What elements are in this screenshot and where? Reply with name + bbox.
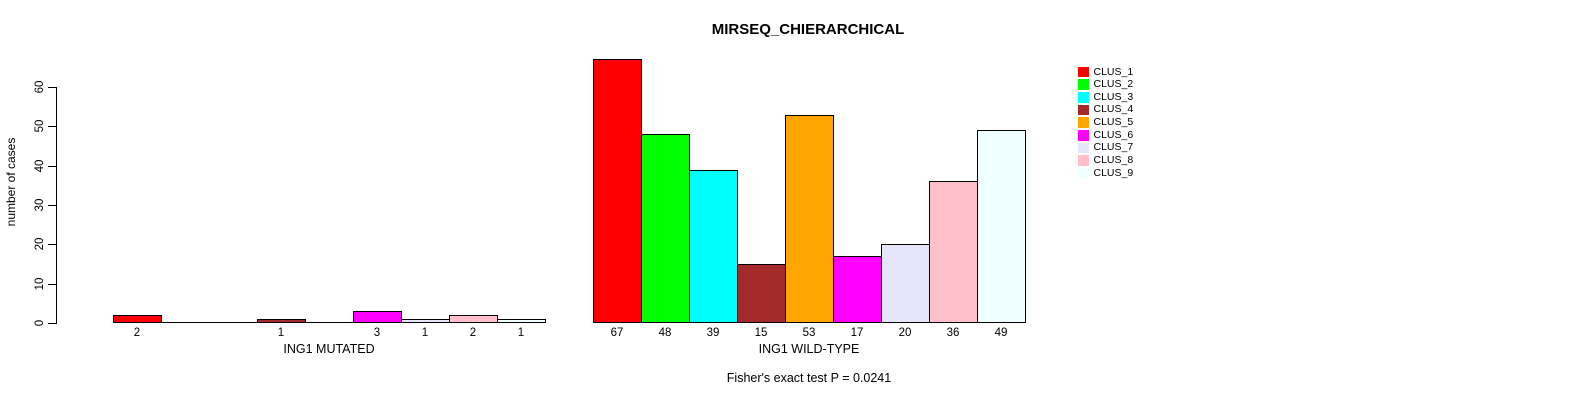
bar-value-label: 1 (277, 327, 285, 339)
bar (881, 244, 930, 323)
y-tick (48, 87, 56, 88)
legend-label: CLUS_7 (1093, 141, 1134, 154)
legend-label: CLUS_3 (1093, 90, 1134, 103)
bar-value-label: 1 (421, 327, 429, 339)
bar (353, 311, 402, 323)
legend-swatch (1078, 130, 1089, 141)
bar (497, 319, 546, 323)
bar (641, 134, 690, 323)
bar-value-label: 2 (469, 327, 477, 339)
bar (785, 115, 834, 323)
y-tick-label: 0 (34, 319, 46, 327)
chart-title: MIRSEQ_CHIERARCHICAL (711, 21, 905, 38)
bar-value-label: 39 (706, 327, 720, 339)
y-axis-line (56, 87, 57, 324)
bar-value-label: 17 (850, 327, 864, 339)
x-axis-group-label: ING1 WILD-TYPE (758, 342, 860, 356)
legend-swatch (1078, 104, 1089, 116)
bar-value-label: 2 (133, 327, 141, 339)
bar-value-label: 20 (898, 327, 912, 339)
legend-label: CLUS_1 (1093, 65, 1134, 78)
legend-swatch (1078, 142, 1089, 154)
legend-swatch (1078, 155, 1089, 166)
bar (977, 130, 1026, 323)
bar-value-label: 67 (610, 327, 624, 339)
bar (737, 264, 786, 323)
bar (689, 170, 738, 323)
bar-value-label: 15 (754, 327, 768, 339)
y-tick-label: 60 (34, 80, 46, 94)
y-tick (48, 284, 56, 285)
bar (257, 319, 306, 323)
legend-label: CLUS_8 (1093, 154, 1134, 167)
legend-swatch (1078, 167, 1089, 179)
y-tick (48, 166, 56, 167)
bar (449, 315, 498, 323)
bar-value-label: 53 (802, 327, 816, 339)
y-axis-title: number of cases (4, 137, 18, 227)
bar (113, 315, 162, 323)
bar (593, 59, 642, 323)
fisher-test-label: Fisher's exact test P = 0.0241 (726, 371, 892, 385)
legend-swatch (1078, 79, 1089, 90)
legend-label: CLUS_5 (1093, 116, 1134, 129)
legend-swatch (1078, 92, 1089, 103)
legend-label: CLUS_4 (1093, 103, 1134, 116)
y-tick-label: 30 (34, 198, 46, 212)
y-tick-label: 20 (34, 237, 46, 251)
y-tick-label: 40 (34, 159, 46, 173)
group-baseline (113, 322, 546, 323)
y-tick-label: 50 (34, 119, 46, 133)
y-tick (48, 323, 56, 324)
bar-value-label: 49 (994, 327, 1008, 339)
bar-value-label: 1 (517, 327, 525, 339)
legend-label: CLUS_6 (1093, 128, 1134, 141)
bar-value-label: 36 (946, 327, 960, 339)
legend-swatch (1078, 117, 1089, 128)
legend-swatch (1078, 66, 1089, 78)
y-tick (48, 126, 56, 127)
y-tick (48, 244, 56, 245)
y-tick (48, 205, 56, 206)
legend-label: CLUS_9 (1093, 166, 1134, 179)
bar-value-label: 48 (658, 327, 672, 339)
x-axis-group-label: ING1 MUTATED (283, 342, 375, 356)
bar (929, 181, 978, 323)
bar-value-label: 3 (373, 327, 381, 339)
bar (833, 256, 882, 323)
legend-label: CLUS_2 (1093, 78, 1134, 91)
bar (401, 319, 450, 323)
y-tick-label: 10 (34, 277, 46, 291)
